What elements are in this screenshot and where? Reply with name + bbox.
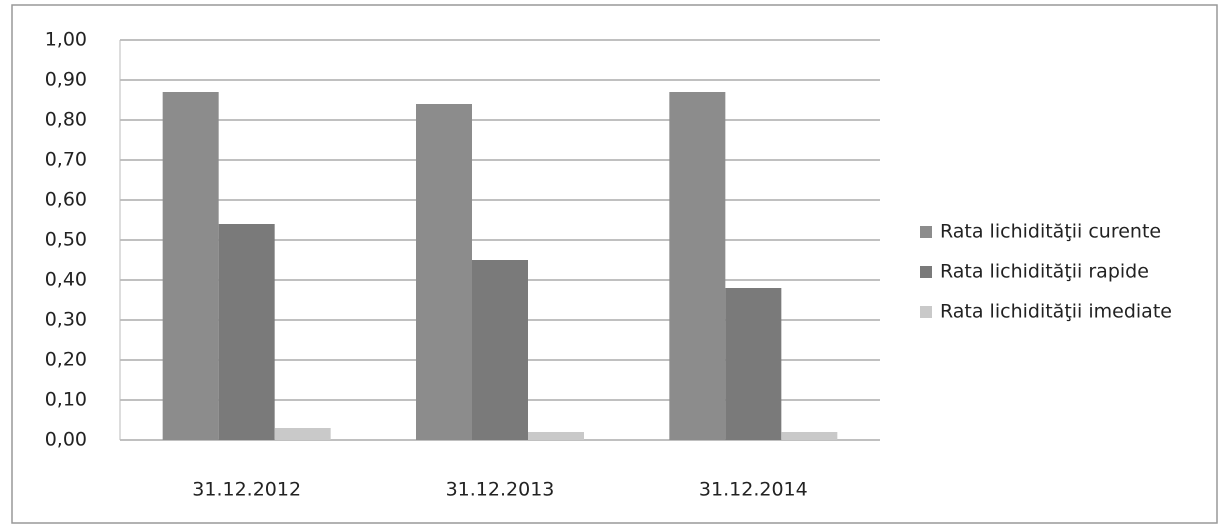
legend-swatch: [920, 306, 932, 318]
y-tick-label: 0,10: [45, 389, 87, 411]
y-tick-label: 0,30: [45, 309, 87, 331]
bar: [218, 224, 275, 440]
y-tick-label: 0,90: [45, 69, 87, 91]
bar: [274, 428, 331, 440]
x-tick-label: 31.12.2012: [192, 479, 301, 501]
y-tick-label: 0,70: [45, 149, 87, 171]
y-tick-label: 0,50: [45, 229, 87, 251]
bar: [472, 260, 528, 440]
legend-label: Rata lichidităţii rapide: [940, 261, 1149, 283]
bar: [528, 432, 584, 440]
legend-swatch: [920, 266, 932, 278]
bar: [781, 432, 838, 440]
bar: [162, 92, 219, 440]
legend-label: Rata lichidităţii imediate: [940, 301, 1172, 323]
x-tick-label: 31.12.2014: [699, 479, 808, 501]
legend-label: Rata lichidităţii curente: [940, 221, 1161, 243]
bar: [725, 288, 782, 440]
y-tick-label: 0,60: [45, 189, 87, 211]
legend-swatch: [920, 226, 932, 238]
y-tick-label: 1,00: [45, 29, 87, 51]
bar: [416, 104, 472, 440]
y-tick-label: 0,40: [45, 269, 87, 291]
x-tick-label: 31.12.2013: [446, 479, 555, 501]
y-tick-label: 0,00: [45, 429, 87, 451]
bar: [669, 92, 726, 440]
y-tick-label: 0,80: [45, 109, 87, 131]
y-tick-label: 0,20: [45, 349, 87, 371]
